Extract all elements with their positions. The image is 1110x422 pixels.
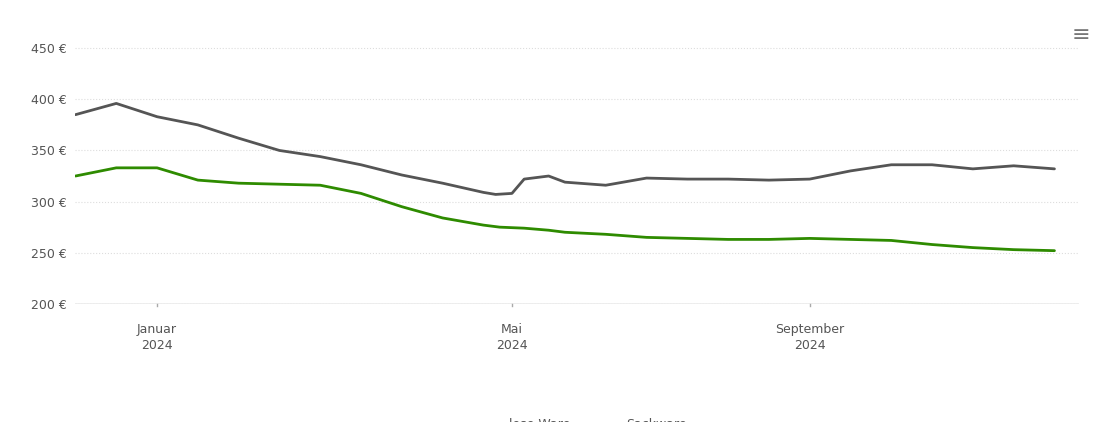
Text: Januar: Januar [137,323,178,336]
Text: September: September [775,323,845,336]
Legend: lose Ware, Sackware: lose Ware, Sackware [463,413,692,422]
Text: Mai: Mai [501,323,523,336]
Text: ≡: ≡ [1071,25,1090,45]
Text: 2024: 2024 [794,339,826,352]
Text: 2024: 2024 [141,339,173,352]
Text: 2024: 2024 [496,339,527,352]
